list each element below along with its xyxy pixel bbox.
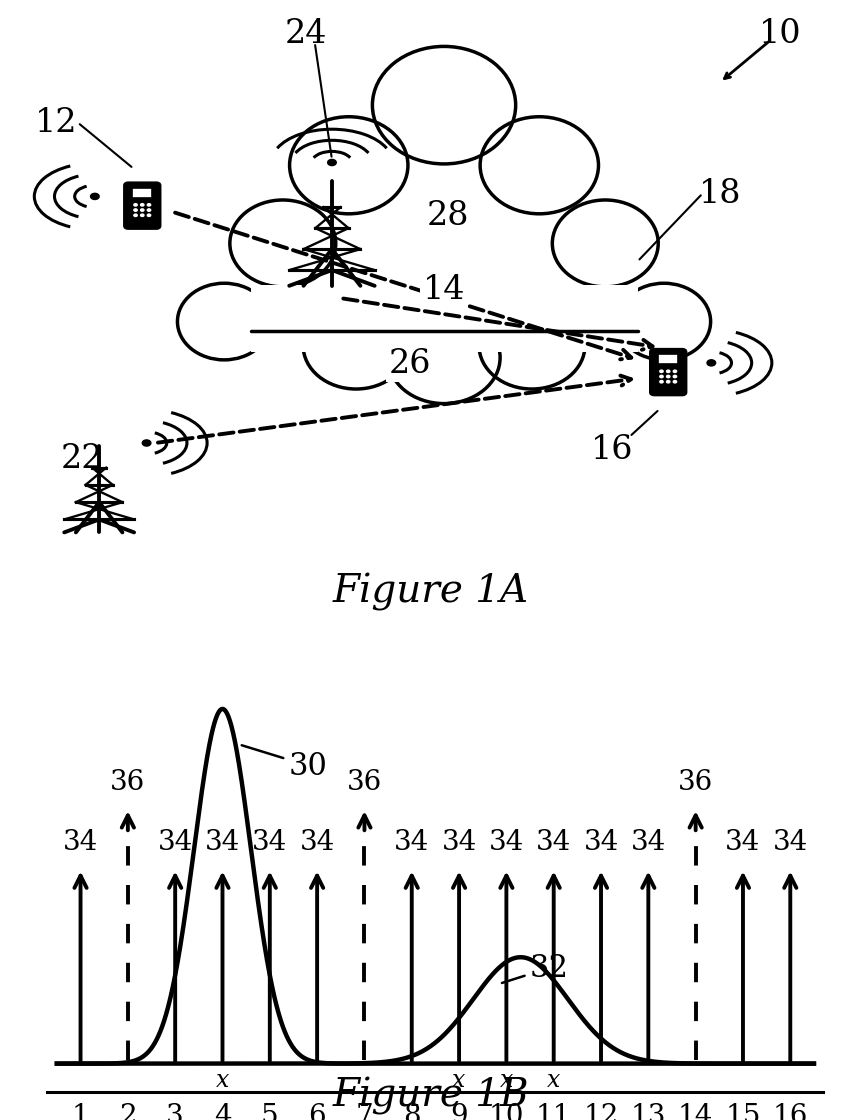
Text: Figure 1A: Figure 1A — [333, 572, 529, 610]
Text: 34: 34 — [725, 829, 760, 856]
Circle shape — [147, 209, 151, 212]
Text: 24: 24 — [284, 18, 328, 50]
Circle shape — [659, 376, 663, 379]
Text: 34: 34 — [441, 829, 477, 856]
Ellipse shape — [303, 302, 409, 390]
Ellipse shape — [479, 302, 584, 390]
Circle shape — [673, 376, 677, 379]
Text: 34: 34 — [489, 829, 524, 856]
Text: 34: 34 — [772, 829, 808, 856]
Text: 16: 16 — [590, 433, 634, 466]
Text: 34: 34 — [63, 829, 98, 856]
Text: 22: 22 — [60, 442, 103, 475]
Circle shape — [666, 371, 670, 373]
Ellipse shape — [372, 47, 515, 165]
Text: x: x — [453, 1067, 465, 1091]
Text: 28: 28 — [427, 199, 470, 232]
Text: x: x — [216, 1067, 229, 1091]
Ellipse shape — [290, 118, 408, 215]
Text: 26: 26 — [388, 347, 431, 380]
FancyBboxPatch shape — [651, 351, 685, 395]
Circle shape — [673, 381, 677, 383]
Text: 36: 36 — [678, 768, 713, 795]
Text: 34: 34 — [631, 829, 665, 856]
Circle shape — [328, 160, 336, 166]
Text: 34: 34 — [536, 829, 572, 856]
Circle shape — [141, 204, 144, 207]
Circle shape — [659, 371, 663, 373]
Ellipse shape — [617, 283, 710, 361]
Text: 34: 34 — [394, 829, 429, 856]
Text: 12: 12 — [34, 108, 78, 139]
Ellipse shape — [178, 283, 271, 361]
Circle shape — [134, 215, 137, 217]
Ellipse shape — [480, 118, 598, 215]
Text: 34: 34 — [299, 829, 334, 856]
Circle shape — [673, 371, 677, 373]
Circle shape — [147, 204, 151, 207]
Circle shape — [141, 215, 144, 217]
Bar — [132, 189, 153, 198]
Text: 18: 18 — [698, 178, 741, 211]
FancyBboxPatch shape — [251, 286, 637, 352]
Text: 34: 34 — [205, 829, 240, 856]
Circle shape — [666, 376, 670, 379]
Ellipse shape — [388, 312, 500, 404]
Circle shape — [141, 209, 144, 212]
Text: 34: 34 — [158, 829, 193, 856]
Circle shape — [134, 204, 137, 207]
Text: 32: 32 — [502, 952, 569, 983]
Circle shape — [147, 215, 151, 217]
Text: 34: 34 — [252, 829, 287, 856]
Circle shape — [142, 440, 151, 447]
Text: x: x — [547, 1067, 560, 1091]
Circle shape — [134, 209, 137, 212]
Text: 36: 36 — [347, 768, 382, 795]
Text: 14: 14 — [422, 273, 465, 306]
Ellipse shape — [553, 200, 658, 288]
Circle shape — [666, 381, 670, 383]
Text: 10: 10 — [759, 18, 802, 50]
Text: x: x — [500, 1067, 513, 1091]
FancyBboxPatch shape — [125, 184, 159, 228]
Circle shape — [91, 194, 99, 200]
Bar — [658, 355, 678, 365]
Text: 34: 34 — [584, 829, 619, 856]
Text: 30: 30 — [241, 746, 328, 782]
Text: 36: 36 — [110, 768, 146, 795]
Circle shape — [707, 361, 715, 366]
Polygon shape — [241, 168, 646, 340]
Circle shape — [659, 381, 663, 383]
Ellipse shape — [230, 200, 335, 288]
Text: Figure 1B: Figure 1B — [333, 1076, 529, 1114]
